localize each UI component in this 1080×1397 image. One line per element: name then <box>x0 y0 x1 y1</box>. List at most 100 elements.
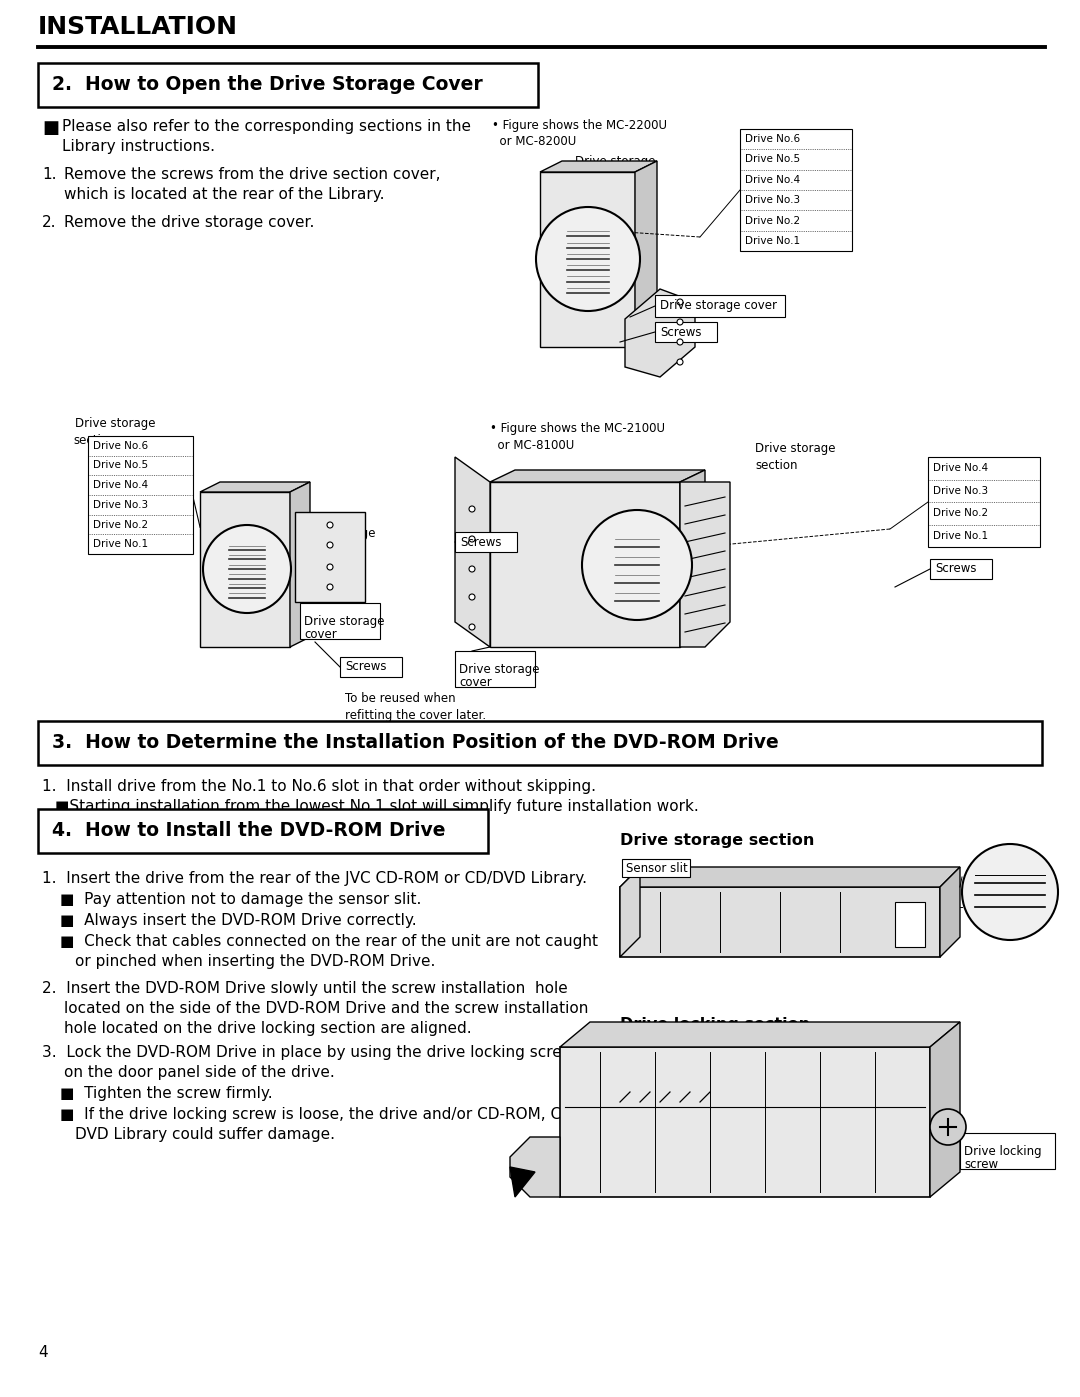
FancyBboxPatch shape <box>455 651 535 687</box>
Circle shape <box>327 584 333 590</box>
Text: ■  Tighten the screw firmly.: ■ Tighten the screw firmly. <box>60 1085 272 1101</box>
Text: hole located on the drive locking section are aligned.: hole located on the drive locking sectio… <box>64 1021 472 1037</box>
Text: Remove the drive storage cover.: Remove the drive storage cover. <box>64 215 314 231</box>
Text: cover: cover <box>459 676 491 690</box>
Circle shape <box>469 594 475 599</box>
Text: •Beware of damage: •Beware of damage <box>622 894 740 907</box>
Text: INSTALLATION: INSTALLATION <box>38 15 238 39</box>
Text: Drive No.3: Drive No.3 <box>93 500 148 510</box>
Text: 4: 4 <box>38 1345 48 1361</box>
Text: ■Starting installation from the lowest No.1 slot will simplify future installati: ■Starting installation from the lowest N… <box>55 799 699 814</box>
Text: Please also refer to the corresponding sections in the: Please also refer to the corresponding s… <box>62 119 471 134</box>
Text: Drive No.5: Drive No.5 <box>93 461 148 471</box>
Text: Drive No.4: Drive No.4 <box>933 464 988 474</box>
Text: Screws: Screws <box>345 661 387 673</box>
Circle shape <box>677 319 683 326</box>
Text: 3.  Lock the DVD-ROM Drive in place by using the drive locking screw: 3. Lock the DVD-ROM Drive in place by us… <box>42 1045 575 1060</box>
Text: ■  Check that cables connected on the rear of the unit are not caught: ■ Check that cables connected on the rea… <box>60 935 598 949</box>
Bar <box>540 172 635 346</box>
FancyBboxPatch shape <box>340 657 402 678</box>
FancyBboxPatch shape <box>38 721 1042 766</box>
Text: ■  Always insert the DVD-ROM Drive correctly.: ■ Always insert the DVD-ROM Drive correc… <box>60 914 417 928</box>
Text: Drive storage: Drive storage <box>295 527 376 541</box>
Text: Drive storage section: Drive storage section <box>620 833 814 848</box>
Text: cover: cover <box>303 629 337 641</box>
Circle shape <box>677 339 683 345</box>
Text: Screws: Screws <box>460 535 501 549</box>
Polygon shape <box>635 161 657 346</box>
Circle shape <box>469 536 475 542</box>
Text: Drive storage: Drive storage <box>755 441 836 455</box>
Circle shape <box>469 506 475 511</box>
Text: Remove the screws from the drive section cover,: Remove the screws from the drive section… <box>64 168 441 182</box>
Polygon shape <box>620 868 960 887</box>
Text: 3.  How to Determine the Installation Position of the DVD-ROM Drive: 3. How to Determine the Installation Pos… <box>52 733 779 753</box>
Text: • Figure shows the MC-2200U: • Figure shows the MC-2200U <box>492 119 667 131</box>
Polygon shape <box>620 868 640 957</box>
Polygon shape <box>940 868 960 957</box>
Text: Drive No.3: Drive No.3 <box>933 486 988 496</box>
FancyBboxPatch shape <box>455 532 517 552</box>
FancyBboxPatch shape <box>654 295 785 317</box>
Text: Drive No.6: Drive No.6 <box>93 441 148 451</box>
Polygon shape <box>291 482 310 647</box>
FancyBboxPatch shape <box>561 1046 930 1197</box>
FancyBboxPatch shape <box>654 321 717 342</box>
Text: 1.  Install drive from the No.1 to No.6 slot in that order without skipping.: 1. Install drive from the No.1 to No.6 s… <box>42 780 596 793</box>
Circle shape <box>327 564 333 570</box>
Circle shape <box>582 510 692 620</box>
Text: Drive No.1: Drive No.1 <box>933 531 988 541</box>
Circle shape <box>469 624 475 630</box>
Text: 4.  How to Install the DVD-ROM Drive: 4. How to Install the DVD-ROM Drive <box>52 821 446 841</box>
Circle shape <box>327 522 333 528</box>
Text: Drive storage cover: Drive storage cover <box>660 299 777 313</box>
Text: Screws: Screws <box>935 563 976 576</box>
Text: Drive No.1: Drive No.1 <box>745 236 800 246</box>
Polygon shape <box>680 482 730 647</box>
Bar <box>740 129 852 251</box>
Text: 2.  How to Open the Drive Storage Cover: 2. How to Open the Drive Storage Cover <box>52 75 483 95</box>
Circle shape <box>962 844 1058 940</box>
Text: which is located at the rear of the Library.: which is located at the rear of the Libr… <box>64 187 384 203</box>
Polygon shape <box>510 1166 535 1197</box>
Circle shape <box>677 359 683 365</box>
Circle shape <box>203 525 291 613</box>
Bar <box>200 492 291 647</box>
Circle shape <box>930 1109 966 1146</box>
Text: on the door panel side of the drive.: on the door panel side of the drive. <box>64 1065 335 1080</box>
FancyBboxPatch shape <box>38 63 538 108</box>
Text: Drive No.2: Drive No.2 <box>933 509 988 518</box>
Bar <box>490 482 680 647</box>
Text: • Figure shows the MC-1200U/E: • Figure shows the MC-1200U/E <box>100 725 286 738</box>
Bar <box>928 457 1040 548</box>
FancyBboxPatch shape <box>38 809 488 854</box>
Text: ■: ■ <box>42 119 59 137</box>
Polygon shape <box>510 1137 561 1197</box>
Text: Library instructions.: Library instructions. <box>62 138 215 154</box>
FancyBboxPatch shape <box>295 511 365 602</box>
Circle shape <box>469 566 475 571</box>
Text: Drive No.6: Drive No.6 <box>745 134 800 144</box>
Text: or MC-8100U: or MC-8100U <box>490 439 575 453</box>
Text: section: section <box>575 170 618 184</box>
Text: ■  If the drive locking screw is loose, the drive and/or CD-ROM, CD/: ■ If the drive locking screw is loose, t… <box>60 1106 578 1122</box>
Text: screw: screw <box>964 1158 998 1172</box>
Text: Drive No.1: Drive No.1 <box>93 539 148 549</box>
Text: section: section <box>755 460 797 472</box>
Text: Drive storage: Drive storage <box>303 615 384 627</box>
FancyBboxPatch shape <box>620 887 940 957</box>
Circle shape <box>677 299 683 305</box>
Polygon shape <box>455 457 490 647</box>
FancyBboxPatch shape <box>930 559 993 578</box>
Text: section: section <box>73 434 117 447</box>
Text: DVD Library could suffer damage.: DVD Library could suffer damage. <box>75 1127 335 1141</box>
Text: Drive storage: Drive storage <box>459 662 540 676</box>
Polygon shape <box>930 1023 960 1197</box>
Polygon shape <box>540 161 657 172</box>
Bar <box>87 436 193 555</box>
Text: 2.  Insert the DVD-ROM Drive slowly until the screw installation  hole: 2. Insert the DVD-ROM Drive slowly until… <box>42 981 568 996</box>
Text: Drive No.3: Drive No.3 <box>745 196 800 205</box>
Polygon shape <box>561 1023 960 1046</box>
Text: 2.: 2. <box>42 215 56 231</box>
Text: or pinched when inserting the DVD-ROM Drive.: or pinched when inserting the DVD-ROM Dr… <box>75 954 435 970</box>
